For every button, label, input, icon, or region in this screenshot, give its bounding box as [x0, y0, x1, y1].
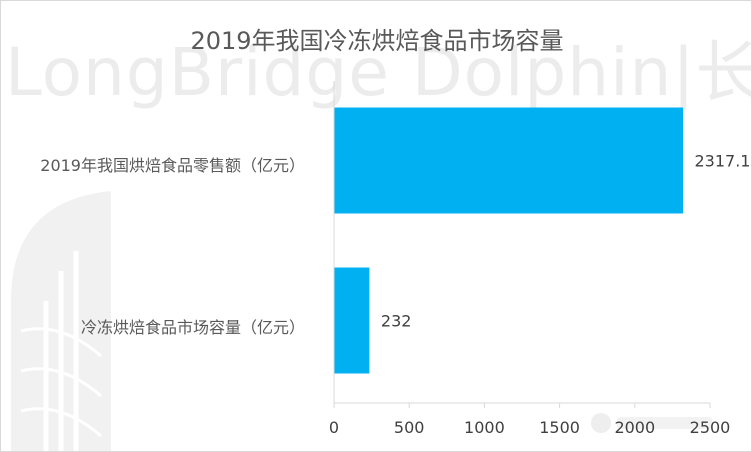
x-tick-label-2: 1000 — [464, 418, 505, 437]
category-label-1: 冷冻烘焙食品市场容量（亿元） — [80, 318, 305, 337]
data-label-1: 232 — [381, 312, 412, 331]
x-tick-label-3: 1500 — [539, 418, 580, 437]
x-tick-label-5: 2500 — [690, 418, 731, 437]
x-tick-label-4: 2000 — [614, 418, 655, 437]
watermark-logo-icon — [11, 191, 111, 451]
x-tick-label-0: 0 — [329, 418, 339, 437]
bar-1 — [334, 267, 370, 374]
chart-title: 2019年我国冷冻烘焙食品市场容量 — [190, 27, 564, 55]
data-label-0: 2317.13 — [694, 152, 752, 171]
watermark-small-logo-icon — [591, 413, 712, 433]
category-label-0: 2019年我国烘焙食品零售额（亿元） — [40, 156, 305, 175]
x-tick-label-1: 500 — [394, 418, 425, 437]
bar-0 — [334, 107, 683, 214]
